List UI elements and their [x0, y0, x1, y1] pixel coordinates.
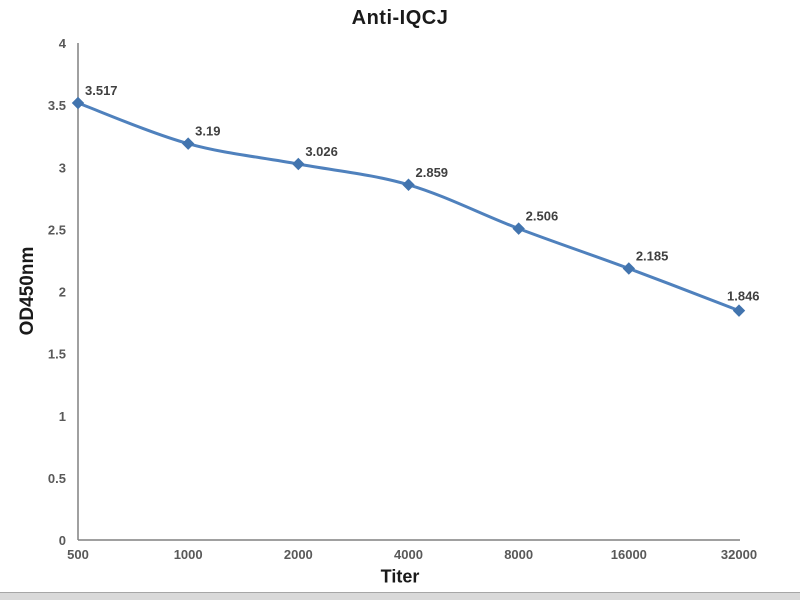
y-tick-label: 3.5: [48, 98, 66, 113]
x-tick-label: 32000: [721, 547, 757, 562]
data-point-marker[interactable]: [292, 157, 305, 171]
data-point-marker[interactable]: [402, 178, 415, 191]
x-tick-label: 16000: [611, 547, 647, 562]
y-tick-label: 0.5: [48, 471, 66, 486]
x-tick-label: 4000: [394, 547, 423, 562]
x-tick-label: 500: [67, 547, 89, 562]
data-point-marker[interactable]: [71, 96, 85, 110]
data-point-label: 3.19: [195, 124, 220, 139]
data-point-marker[interactable]: [622, 262, 636, 275]
y-tick-label: 1.5: [48, 347, 66, 362]
x-tick-label: 1000: [174, 547, 203, 562]
chart-title: Anti-IQCJ: [351, 7, 449, 29]
series-line: [76, 101, 741, 313]
x-tick-label: 2000: [284, 547, 313, 562]
data-point-marker[interactable]: [181, 137, 195, 150]
x-axis-title: Titer: [380, 566, 420, 587]
y-tick-label: 3: [59, 160, 66, 175]
y-tick-label: 4: [59, 36, 67, 51]
data-point-label: 3.026: [305, 144, 338, 159]
data-point-label: 2.506: [526, 209, 559, 224]
data-point-marker[interactable]: [732, 304, 746, 317]
data-point-label: 2.185: [636, 249, 669, 264]
y-tick-label: 2: [59, 285, 66, 300]
data-point-label: 2.859: [416, 165, 449, 180]
bottom-divider-bar: [0, 592, 800, 600]
data-point-marker[interactable]: [512, 222, 525, 235]
data-point-label: 1.846: [727, 289, 760, 304]
data-point-label: 3.517: [85, 83, 118, 98]
y-tick-label: 0: [59, 533, 66, 548]
x-tick-label: 8000: [504, 547, 533, 562]
y-tick-label: 2.5: [48, 222, 66, 237]
y-tick-label: 1: [59, 409, 66, 424]
